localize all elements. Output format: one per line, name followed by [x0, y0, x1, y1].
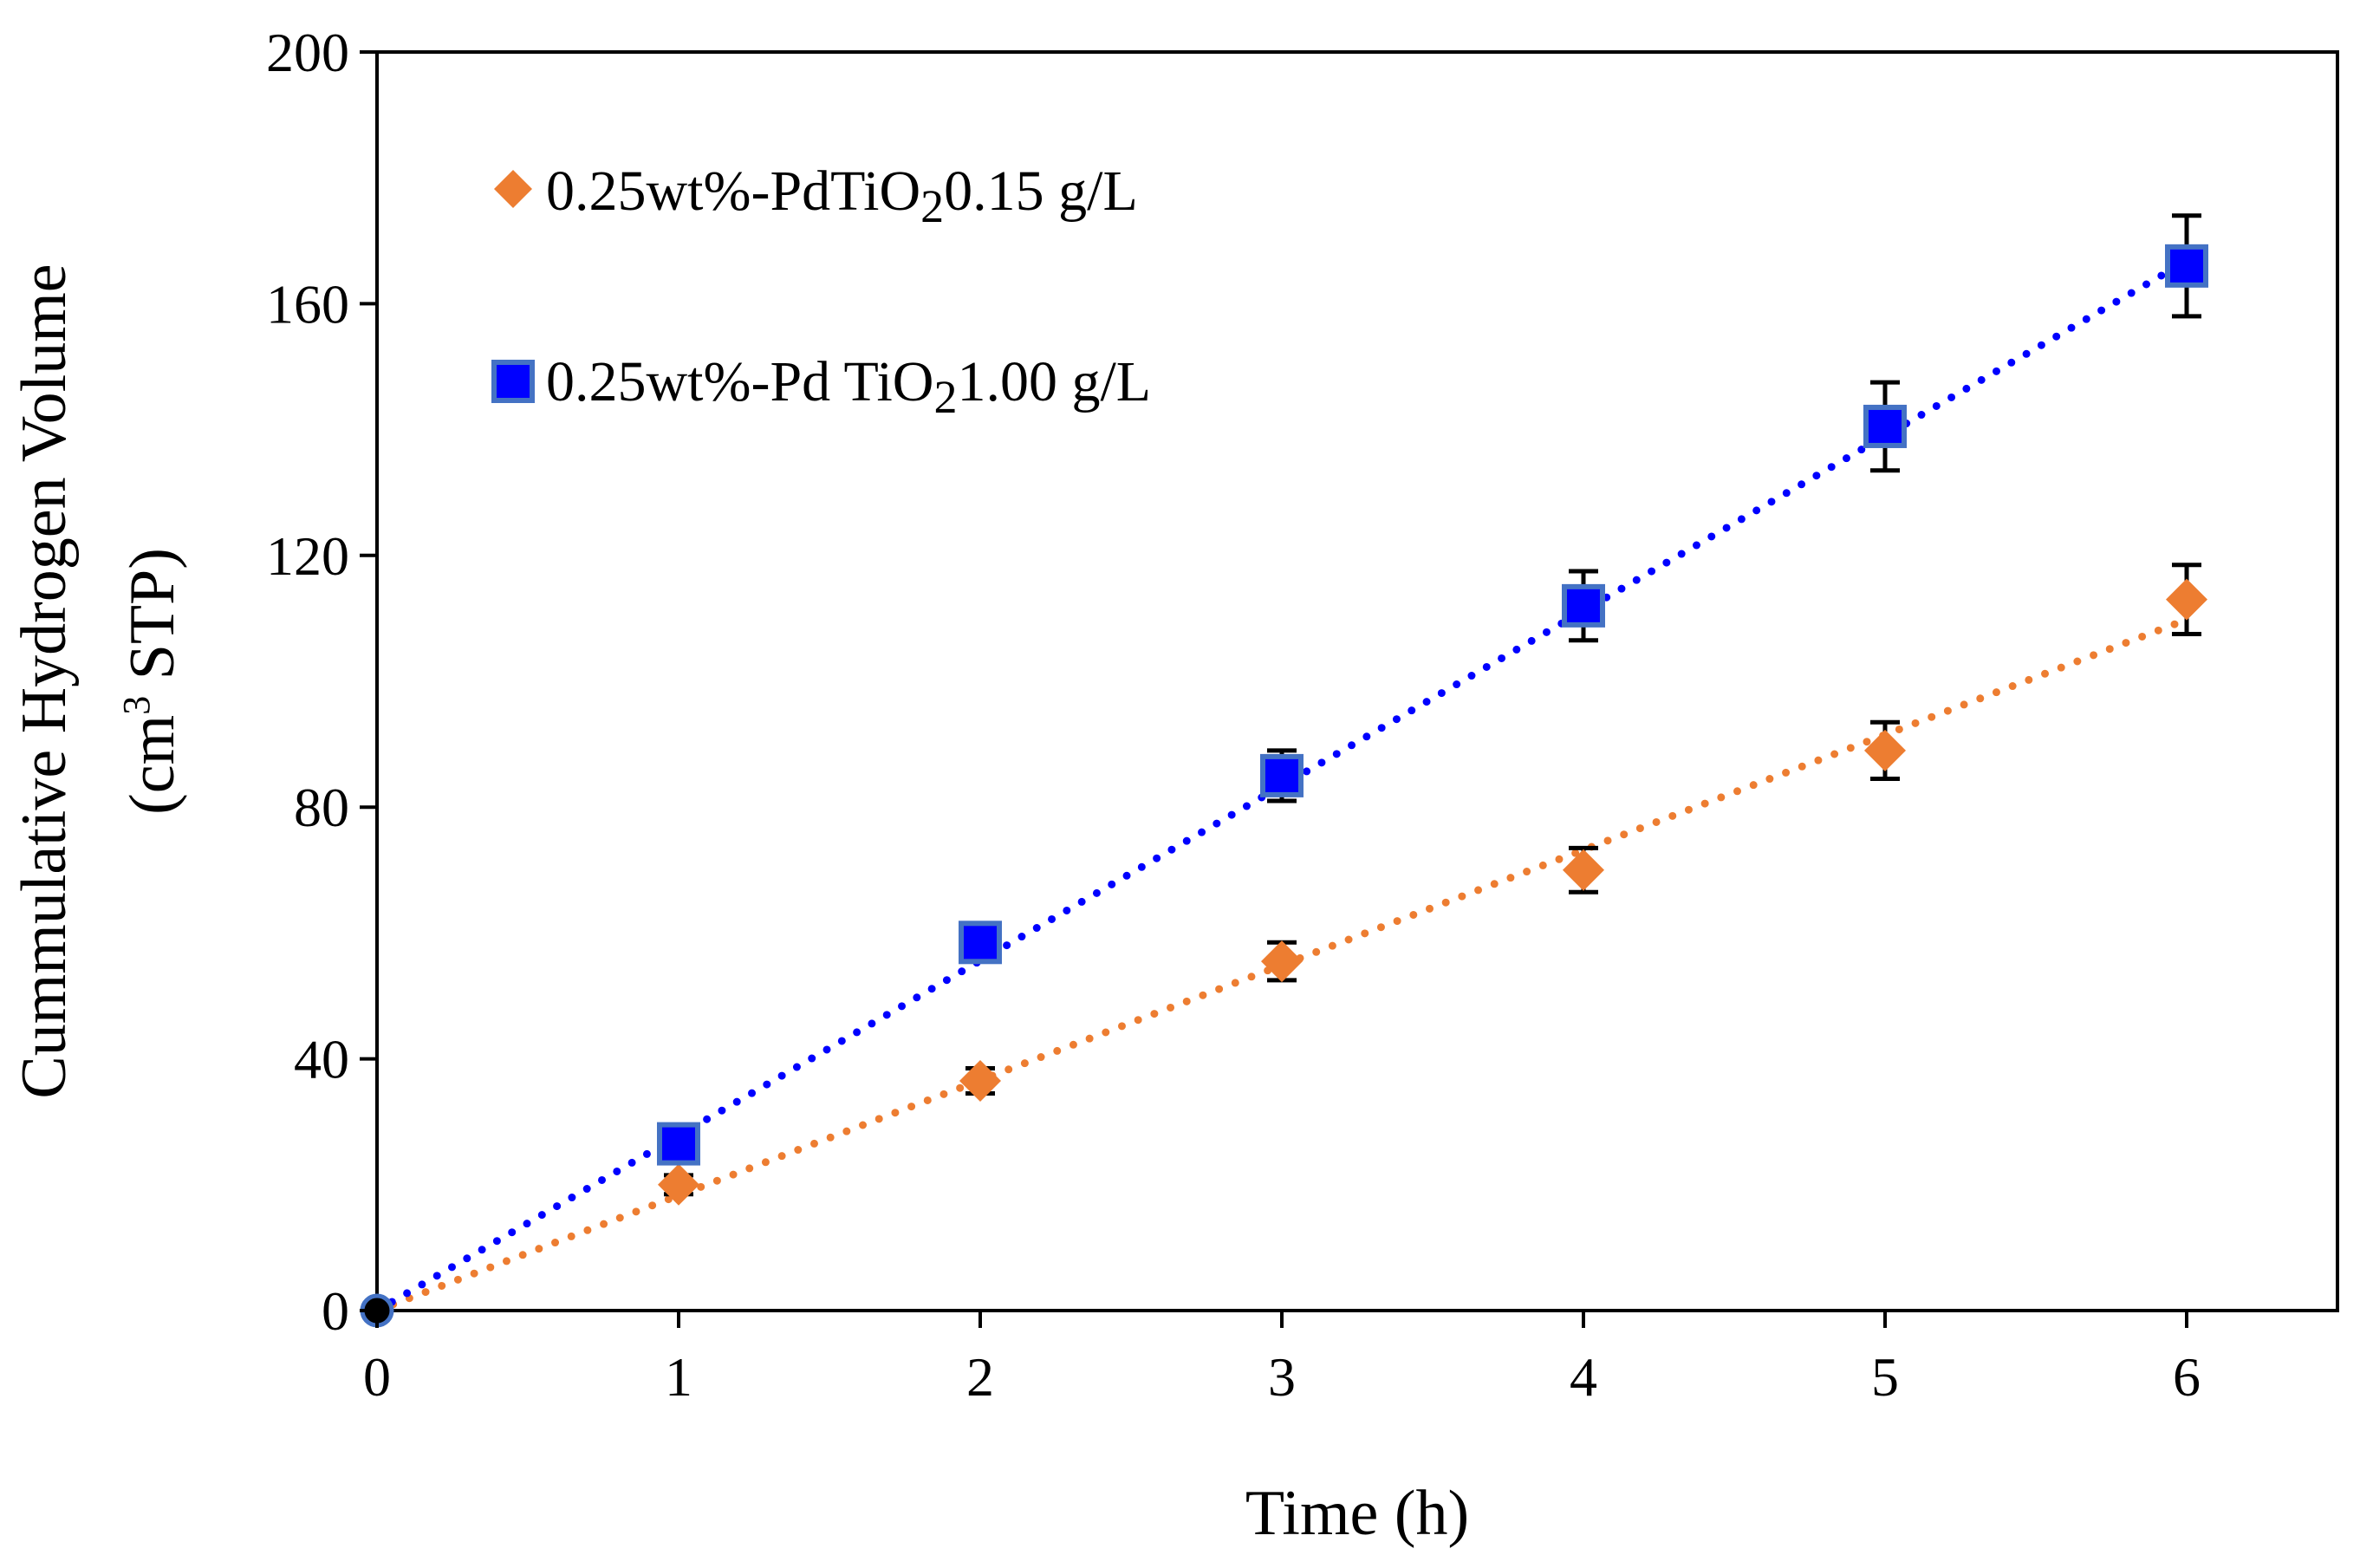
x-tick-label: 6: [2173, 1346, 2201, 1408]
x-tick-label: 0: [363, 1346, 391, 1408]
legend-label-orange: 0.25wt%-PdTiO20.15 g/L: [546, 159, 1138, 232]
y-tick-label: 40: [294, 1029, 349, 1090]
data-point-square: [1863, 404, 1907, 448]
data-point-diamond: [658, 1163, 699, 1206]
data-point-square: [959, 921, 1002, 965]
y-tick-label: 80: [294, 777, 349, 838]
data-point-diamond: [1864, 729, 1906, 771]
data-point-square: [657, 1122, 700, 1166]
y-tick-label: 120: [266, 525, 349, 587]
data-point-square: [2165, 244, 2208, 288]
data-point-diamond: [2166, 578, 2207, 621]
x-tick-label: 1: [665, 1346, 692, 1408]
legend-item-blue: 0.25wt%-Pd TiO21.00 g/L: [491, 350, 1151, 423]
legend-label-blue: 0.25wt%-Pd TiO21.00 g/L: [546, 350, 1151, 423]
data-point-diamond: [959, 1060, 1001, 1103]
y-tick-label: 0: [322, 1280, 349, 1342]
y-tick-label: 200: [266, 22, 349, 83]
y-axis-title: Cummulative Hydrogen Volume (cm3 STP): [9, 264, 188, 1098]
y-axis-title-line2: (cm3 STP): [115, 548, 188, 815]
data-point-square: [1260, 753, 1304, 797]
x-tick-label: 4: [1570, 1346, 1597, 1408]
x-tick-label: 2: [966, 1346, 994, 1408]
axes: 0 40 80 120 160 200 0 1 2 3 4 5 6: [266, 22, 2201, 1408]
data-point-diamond: [1261, 940, 1303, 983]
data-point-square: [1562, 583, 1605, 628]
y-tick-label: 160: [266, 273, 349, 335]
legend-item-orange: 0.25wt%-PdTiO20.15 g/L: [494, 159, 1138, 232]
legend-square-icon: [491, 360, 535, 403]
x-tick-label: 3: [1268, 1346, 1296, 1408]
plot-area: [375, 50, 2339, 1312]
data-points: [360, 244, 2208, 1328]
legend: 0.25wt%-PdTiO20.15 g/L 0.25wt%-Pd TiO21.…: [491, 159, 1151, 423]
legend-diamond-icon: [494, 170, 532, 208]
x-axis-title: Time (h): [1245, 1478, 1469, 1549]
x-tick-label: 5: [1871, 1346, 1899, 1408]
y-axis-title-line1: Cummulative Hydrogen Volume: [9, 264, 80, 1098]
data-point-diamond: [1563, 849, 1604, 891]
